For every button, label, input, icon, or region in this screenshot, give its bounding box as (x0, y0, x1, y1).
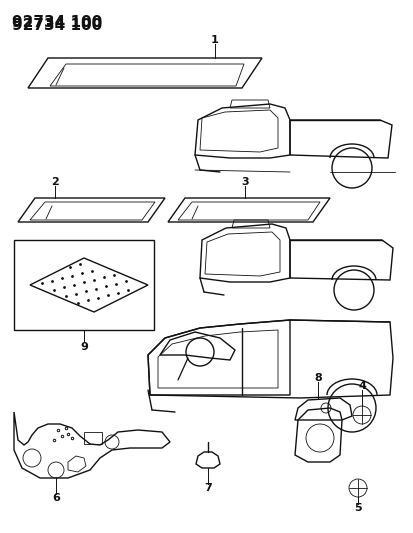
Text: 2: 2 (51, 177, 59, 187)
Text: 92734 100: 92734 100 (12, 18, 102, 33)
Text: 1: 1 (211, 35, 218, 45)
Bar (14, 240, 154, 330)
Text: 8: 8 (313, 373, 321, 383)
Text: 6: 6 (52, 493, 60, 503)
Text: 7: 7 (204, 483, 211, 493)
Text: 4: 4 (357, 381, 365, 391)
Text: 5: 5 (354, 503, 361, 513)
Text: 92734 100: 92734 100 (12, 15, 102, 30)
Text: 9: 9 (80, 342, 88, 352)
Bar (84, 432, 102, 444)
Text: 3: 3 (241, 177, 248, 187)
